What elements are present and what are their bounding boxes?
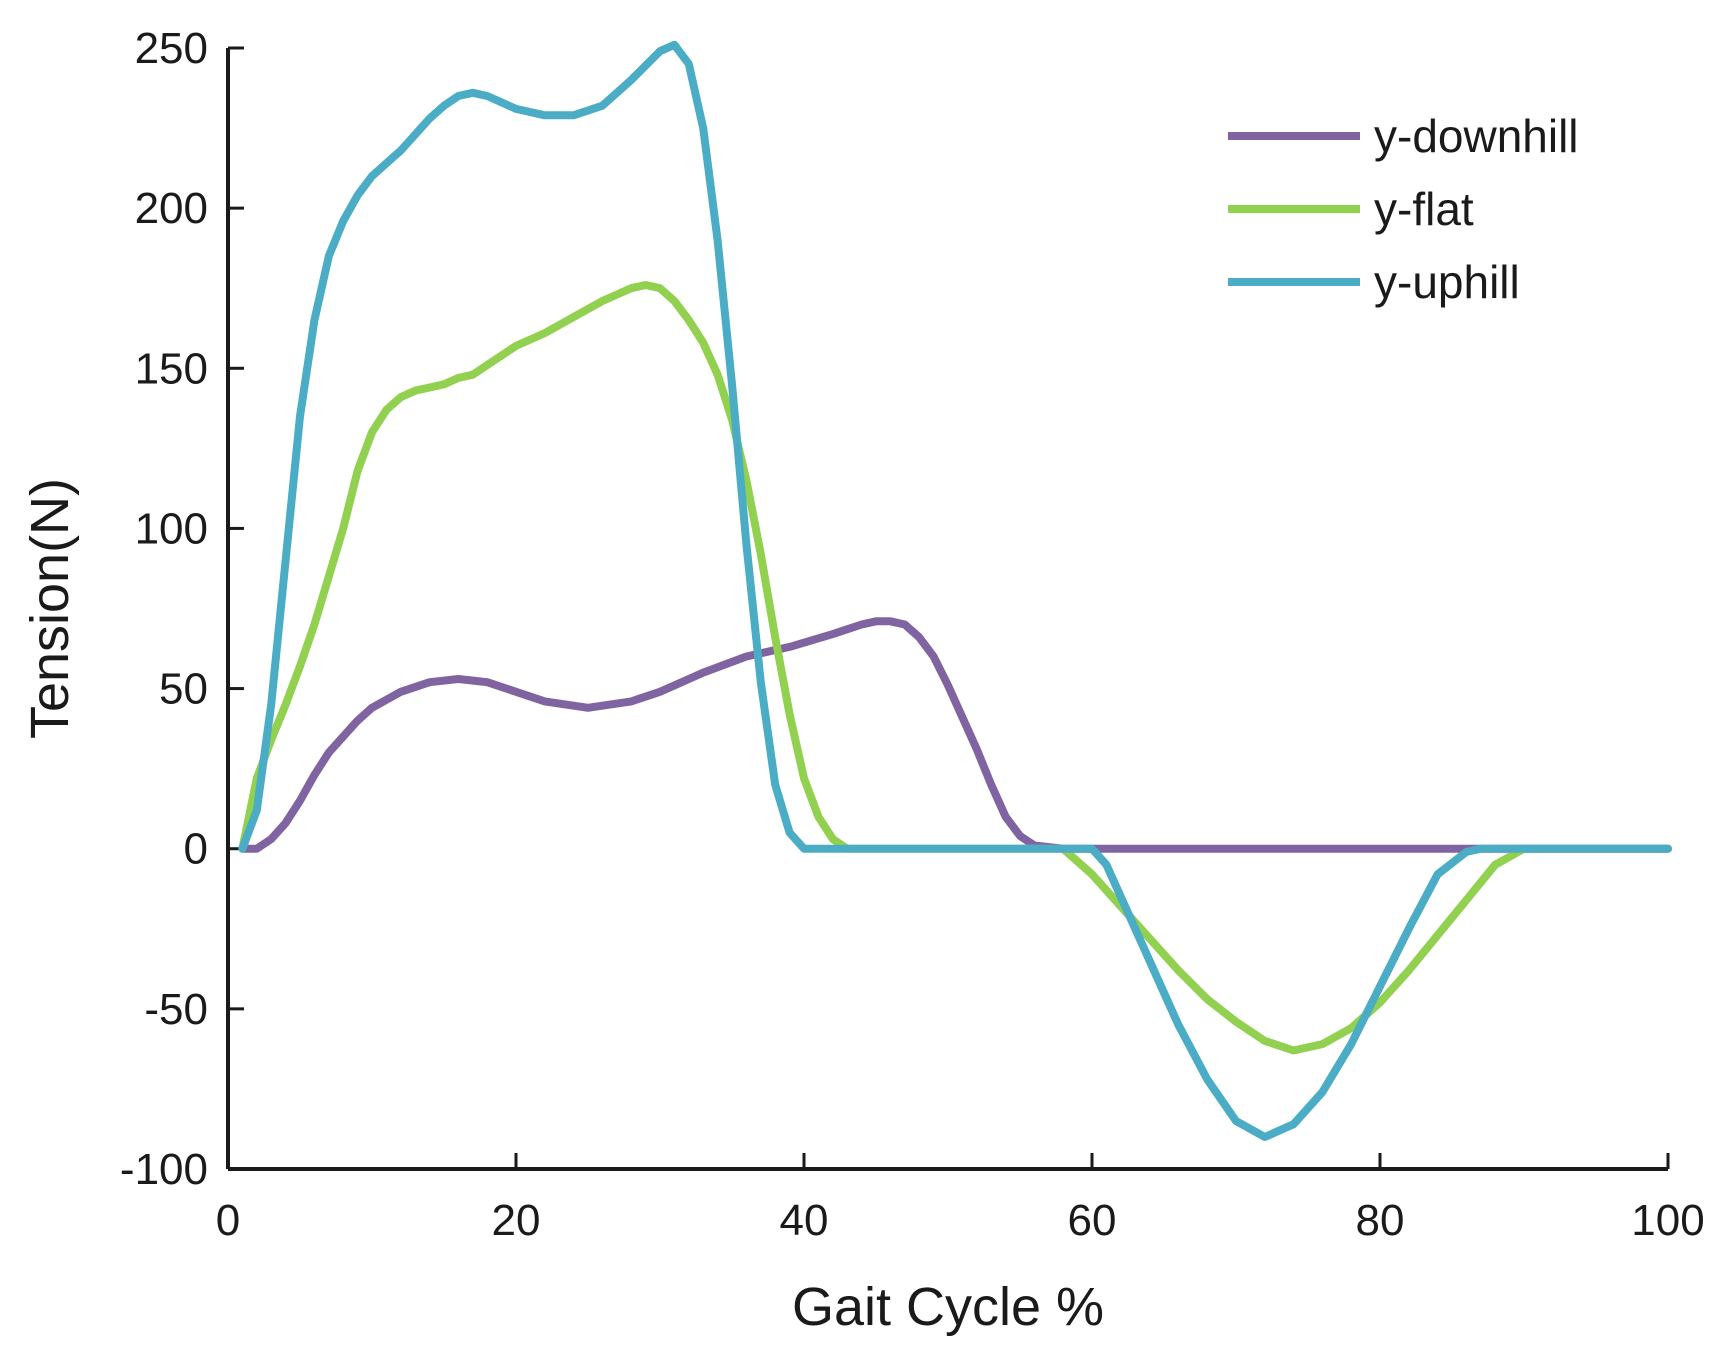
series-line-y-flat [238,281,1672,1055]
legend: y-downhill y-flat y-uphill [1228,110,1579,308]
y-tick-label: 200 [135,184,208,233]
y-tick-label: 250 [135,24,208,73]
y-tick-label: 0 [184,825,208,874]
x-tick-label: 80 [1356,1196,1405,1245]
x-axis-ticks: 0 20 40 60 80 100 [216,1153,1705,1245]
x-tick-label: 20 [492,1196,541,1245]
y-axis-label: Tension(N) [20,478,80,739]
axes [226,48,1668,1171]
legend-label-y-downhill: y-downhill [1374,110,1579,162]
legend-label-y-flat: y-flat [1374,183,1474,235]
y-tick-label: 150 [135,344,208,393]
x-tick-label: 40 [780,1196,829,1245]
y-tick-label: -50 [144,985,208,1034]
y-tick-label: 50 [159,665,208,714]
y-tick-label: 100 [135,504,208,553]
legend-label-y-uphill: y-uphill [1374,256,1520,308]
y-axis-ticks: -100 -50 0 50 100 150 200 250 [120,24,244,1194]
y-tick-label: -100 [120,1145,208,1194]
x-tick-label: 0 [216,1196,240,1245]
x-tick-label: 100 [1631,1196,1704,1245]
series-line-y-uphill [238,40,1672,1141]
x-axis-label: Gait Cycle % [792,1277,1104,1337]
series-line-y-downhill [238,617,1672,853]
x-tick-label: 60 [1068,1196,1117,1245]
series-lines [238,40,1672,1141]
